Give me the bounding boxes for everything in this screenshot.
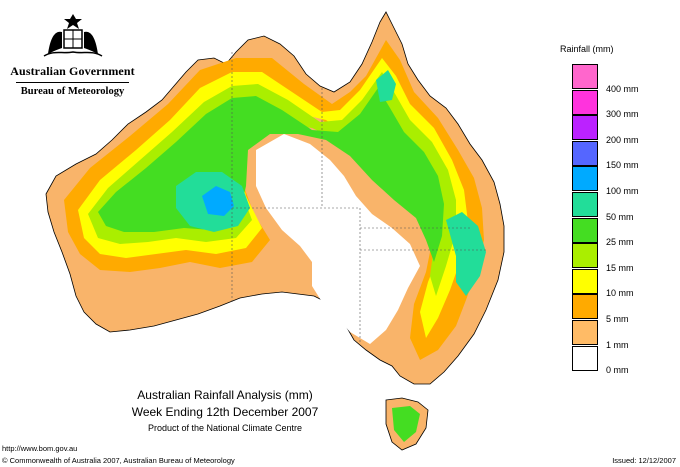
dry-interior	[256, 134, 420, 344]
legend-label: 300 mm	[606, 109, 639, 120]
legend-swatch	[572, 217, 598, 243]
tasmania-rain	[392, 406, 420, 442]
legend-label: 400 mm	[606, 83, 639, 94]
legend-swatch	[572, 192, 598, 217]
legend-swatch	[572, 140, 598, 166]
legend-swatch	[572, 243, 598, 269]
legend-label: 15 mm	[606, 262, 634, 273]
legend-swatch	[572, 115, 598, 141]
map-title: Australian Rainfall Analysis (mm)	[137, 388, 313, 402]
map-period: Week Ending 12th December 2007	[131, 405, 319, 419]
legend-label: 5 mm	[606, 314, 629, 324]
legend-label: 100 mm	[606, 186, 639, 196]
legend-title: Rainfall (mm)	[560, 44, 614, 54]
legend-label: 25 mm	[606, 237, 634, 248]
bom-url: http://www.bom.gov.au	[2, 444, 78, 453]
issued-date: Issued: 12/12/2007	[612, 456, 676, 465]
rain-zone-east-coast	[446, 212, 486, 296]
map-credit: Product of the National Climate Centre	[147, 423, 303, 433]
government-name: Australian Government	[10, 64, 135, 78]
legend-label: 1 mm	[606, 339, 629, 350]
legend-label: 200 mm	[606, 134, 639, 145]
government-logo: Australian Government Bureau of Meteorol…	[10, 10, 135, 97]
bureau-name: Bureau of Meteorology	[20, 86, 125, 97]
legend-swatch	[572, 89, 598, 115]
coat-of-arms-icon	[43, 14, 102, 57]
copyright: © Commonwealth of Australia 2007, Austra…	[2, 456, 235, 465]
legend-swatch	[572, 320, 598, 345]
legend-label: 150 mm	[606, 160, 639, 171]
legend-swatch	[572, 294, 598, 320]
legend-label: 10 mm	[606, 288, 634, 299]
rain-zone-cape	[376, 70, 396, 102]
legend-swatch	[572, 345, 598, 371]
state-borders	[231, 52, 486, 342]
legend-swatch	[572, 64, 598, 89]
legend-swatch	[572, 268, 598, 294]
legend-swatch	[572, 166, 598, 192]
legend-label: 50 mm	[606, 211, 634, 222]
logo-divider	[16, 82, 129, 83]
legend-label: 0 mm	[606, 365, 629, 376]
rain-zone-core	[202, 186, 234, 216]
